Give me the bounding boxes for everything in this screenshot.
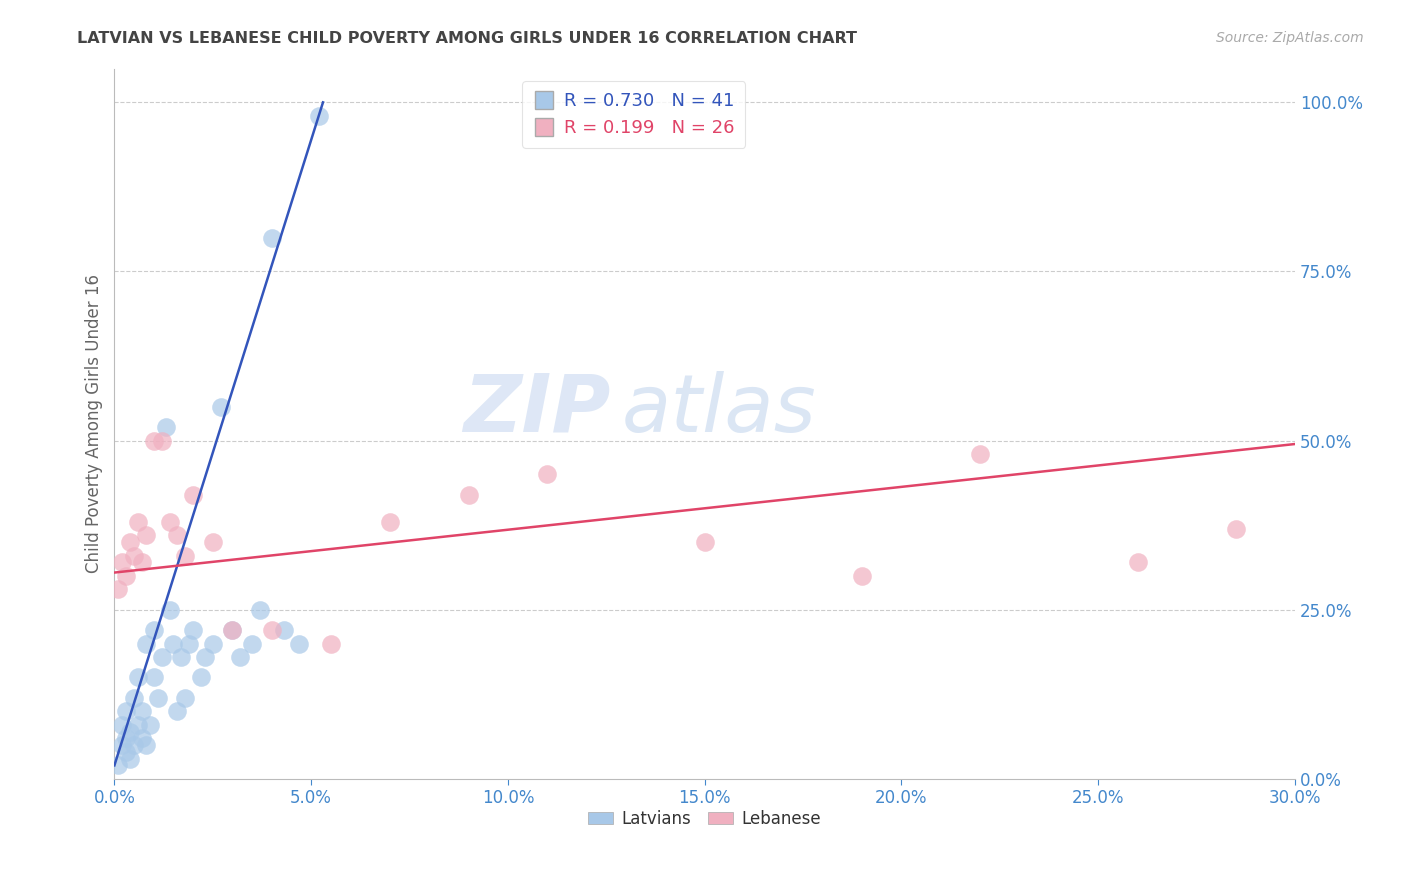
Point bbox=[122, 549, 145, 563]
Point bbox=[131, 704, 153, 718]
Point bbox=[155, 420, 177, 434]
Point bbox=[111, 738, 134, 752]
Point bbox=[159, 515, 181, 529]
Point bbox=[378, 515, 401, 529]
Point bbox=[179, 637, 201, 651]
Point bbox=[240, 637, 263, 651]
Point bbox=[319, 637, 342, 651]
Point bbox=[146, 690, 169, 705]
Point bbox=[107, 758, 129, 772]
Point bbox=[221, 623, 243, 637]
Point bbox=[135, 738, 157, 752]
Point bbox=[1225, 522, 1247, 536]
Point bbox=[457, 488, 479, 502]
Point bbox=[120, 724, 142, 739]
Point bbox=[1126, 556, 1149, 570]
Point bbox=[127, 718, 149, 732]
Point bbox=[201, 535, 224, 549]
Point bbox=[142, 623, 165, 637]
Point bbox=[536, 467, 558, 482]
Point bbox=[150, 650, 173, 665]
Point bbox=[166, 528, 188, 542]
Point bbox=[174, 690, 197, 705]
Point bbox=[122, 738, 145, 752]
Point bbox=[111, 556, 134, 570]
Point bbox=[190, 670, 212, 684]
Point bbox=[127, 515, 149, 529]
Point bbox=[181, 623, 204, 637]
Point bbox=[273, 623, 295, 637]
Point bbox=[159, 603, 181, 617]
Point bbox=[107, 582, 129, 597]
Point bbox=[131, 731, 153, 746]
Point bbox=[209, 400, 232, 414]
Point bbox=[142, 434, 165, 448]
Point bbox=[122, 690, 145, 705]
Point bbox=[135, 637, 157, 651]
Point bbox=[194, 650, 217, 665]
Point bbox=[308, 109, 330, 123]
Point bbox=[181, 488, 204, 502]
Point bbox=[131, 556, 153, 570]
Text: LATVIAN VS LEBANESE CHILD POVERTY AMONG GIRLS UNDER 16 CORRELATION CHART: LATVIAN VS LEBANESE CHILD POVERTY AMONG … bbox=[77, 31, 858, 46]
Point bbox=[162, 637, 184, 651]
Point bbox=[115, 704, 138, 718]
Point bbox=[851, 569, 873, 583]
Point bbox=[201, 637, 224, 651]
Point bbox=[249, 603, 271, 617]
Point bbox=[120, 751, 142, 765]
Point bbox=[139, 718, 162, 732]
Y-axis label: Child Poverty Among Girls Under 16: Child Poverty Among Girls Under 16 bbox=[86, 274, 103, 574]
Point bbox=[115, 569, 138, 583]
Point bbox=[221, 623, 243, 637]
Point bbox=[260, 623, 283, 637]
Text: Source: ZipAtlas.com: Source: ZipAtlas.com bbox=[1216, 31, 1364, 45]
Point bbox=[288, 637, 311, 651]
Point bbox=[120, 535, 142, 549]
Text: atlas: atlas bbox=[621, 370, 817, 449]
Point bbox=[969, 447, 991, 461]
Point bbox=[127, 670, 149, 684]
Point bbox=[115, 731, 138, 746]
Point bbox=[150, 434, 173, 448]
Text: ZIP: ZIP bbox=[463, 370, 610, 449]
Legend: Latvians, Lebanese: Latvians, Lebanese bbox=[582, 803, 828, 835]
Point bbox=[260, 230, 283, 244]
Point bbox=[693, 535, 716, 549]
Point bbox=[135, 528, 157, 542]
Point bbox=[170, 650, 193, 665]
Point bbox=[111, 718, 134, 732]
Point bbox=[142, 670, 165, 684]
Point bbox=[166, 704, 188, 718]
Point bbox=[115, 745, 138, 759]
Point bbox=[229, 650, 252, 665]
Point bbox=[174, 549, 197, 563]
